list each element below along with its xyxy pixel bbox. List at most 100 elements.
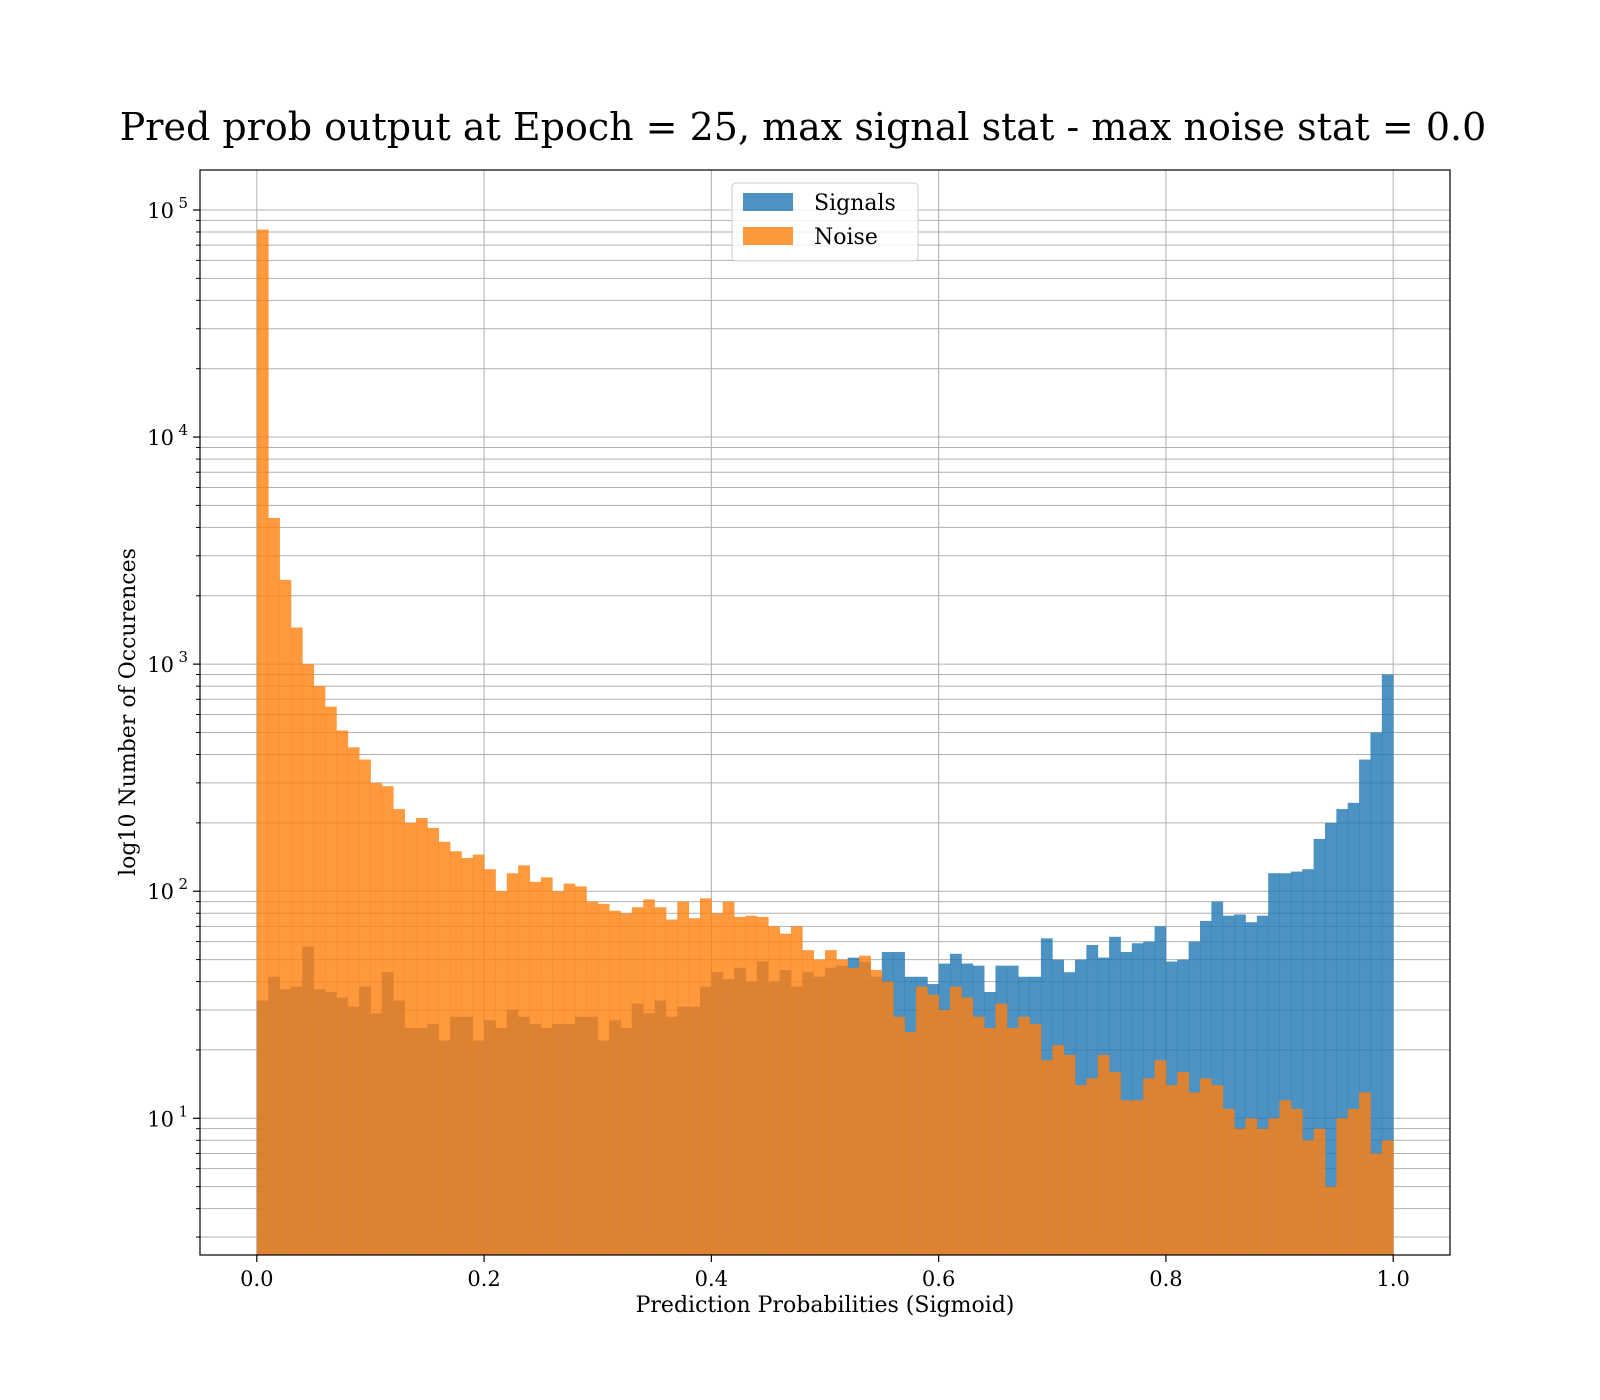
legend-swatch-signals bbox=[743, 193, 793, 211]
signals-bar bbox=[1359, 759, 1371, 1255]
noise-bar bbox=[961, 997, 974, 1255]
noise-bar bbox=[836, 959, 849, 1255]
noise-bar bbox=[734, 916, 746, 1255]
noise-bar bbox=[1245, 1118, 1258, 1255]
noise-bar bbox=[870, 969, 883, 1255]
noise-bar bbox=[1063, 1054, 1076, 1255]
noise-bar bbox=[450, 851, 462, 1255]
noise-bar bbox=[654, 907, 667, 1255]
noise-bar bbox=[472, 854, 485, 1255]
noise-bar bbox=[1302, 1140, 1315, 1255]
signals-bar bbox=[1211, 901, 1224, 1255]
noise-bar bbox=[1256, 1128, 1269, 1255]
noise-bar bbox=[563, 883, 576, 1255]
noise-bar bbox=[609, 910, 621, 1255]
signals-bar bbox=[1325, 822, 1337, 1255]
noise-bar bbox=[813, 959, 826, 1255]
signals-bar bbox=[1302, 869, 1315, 1255]
noise-bar bbox=[1131, 1100, 1144, 1255]
signals-bar bbox=[1268, 873, 1280, 1255]
noise-bar bbox=[1336, 1118, 1349, 1255]
noise-bar bbox=[1211, 1085, 1224, 1255]
noise-bar bbox=[290, 627, 303, 1255]
chart-title: Pred prob output at Epoch = 25, max sign… bbox=[120, 105, 1487, 149]
noise-bar bbox=[336, 730, 349, 1255]
noise-bar bbox=[1154, 1060, 1167, 1255]
noise-bar bbox=[347, 747, 360, 1255]
noise-bar bbox=[1029, 1024, 1042, 1255]
noise-bar bbox=[256, 229, 269, 1255]
noise-bar bbox=[847, 967, 860, 1255]
noise-bar bbox=[790, 926, 803, 1255]
noise-bar bbox=[1313, 1128, 1326, 1255]
y-tick-label: 10 bbox=[147, 426, 174, 450]
noise-bar bbox=[1086, 1078, 1099, 1255]
y-tick-label: 10 bbox=[147, 653, 174, 677]
noise-bar bbox=[540, 877, 553, 1255]
x-tick-label: 0.6 bbox=[922, 1267, 955, 1291]
noise-bar bbox=[904, 1031, 917, 1255]
noise-bar bbox=[859, 955, 871, 1255]
noise-bar bbox=[972, 1016, 985, 1255]
noise-bar bbox=[529, 881, 542, 1255]
noise-bar bbox=[518, 865, 530, 1255]
x-tick-label: 0.0 bbox=[240, 1267, 273, 1291]
plot-frame bbox=[199, 169, 1451, 1256]
noise-bar bbox=[1381, 1140, 1394, 1255]
signals-bar bbox=[1347, 802, 1360, 1255]
noise-bar bbox=[950, 986, 962, 1255]
noise-bar bbox=[1347, 1108, 1360, 1255]
noise-bar bbox=[825, 950, 837, 1255]
noise-bar bbox=[279, 579, 292, 1255]
noise-bar bbox=[881, 981, 894, 1255]
noise-bar bbox=[688, 918, 701, 1255]
noise-bar bbox=[779, 933, 792, 1255]
noise-bar bbox=[302, 664, 315, 1255]
noise-bar bbox=[1006, 1027, 1019, 1255]
noise-bar bbox=[1234, 1128, 1246, 1255]
noise-bar bbox=[1165, 1085, 1178, 1255]
noise-bar bbox=[438, 841, 451, 1255]
noise-bar bbox=[370, 782, 383, 1255]
signals-bar bbox=[1222, 915, 1235, 1255]
y-tick-exponent: 3 bbox=[178, 648, 188, 666]
x-tick-label: 0.4 bbox=[695, 1267, 728, 1291]
noise-bar bbox=[802, 950, 815, 1255]
x-tick-label: 0.8 bbox=[1149, 1267, 1182, 1291]
x-tick-label: 0.2 bbox=[467, 1267, 500, 1291]
noise-bar bbox=[1075, 1085, 1087, 1255]
noise-bar bbox=[1143, 1078, 1155, 1255]
y-tick-label: 10 bbox=[147, 880, 174, 904]
noise-bar bbox=[643, 899, 655, 1255]
noise-bar bbox=[1279, 1100, 1292, 1255]
noise-bar bbox=[404, 822, 417, 1255]
noise-bar bbox=[575, 886, 587, 1255]
signals-bar bbox=[1234, 914, 1246, 1255]
noise-bar bbox=[711, 913, 724, 1255]
noise-bar bbox=[586, 901, 599, 1255]
noise-bar bbox=[677, 901, 690, 1255]
noise-bar bbox=[1200, 1078, 1212, 1255]
noise-bar bbox=[631, 907, 644, 1255]
noise-bar bbox=[995, 1003, 1008, 1255]
legend-label-signals: Signals bbox=[814, 191, 896, 216]
noise-bar bbox=[927, 994, 940, 1255]
noise-bar bbox=[984, 1027, 996, 1255]
noise-bar bbox=[461, 858, 474, 1255]
y-tick-label: 10 bbox=[147, 1107, 174, 1131]
y-tick-exponent: 1 bbox=[178, 1102, 188, 1120]
noise-bar bbox=[893, 1016, 905, 1255]
noise-bar bbox=[1040, 1060, 1053, 1255]
y-tick-exponent: 5 bbox=[178, 194, 188, 212]
x-axis-ticks: 0.0 0.2 0.4 0.6 0.8 1.0 bbox=[240, 1255, 1410, 1291]
signals-bar bbox=[1381, 674, 1394, 1255]
signals-bar bbox=[1370, 732, 1383, 1255]
noise-bar bbox=[1222, 1108, 1235, 1255]
noise-bar bbox=[313, 686, 326, 1255]
x-tick-label: 1.0 bbox=[1376, 1267, 1409, 1291]
y-tick-label: 10 bbox=[147, 199, 174, 223]
legend: Signals Noise bbox=[731, 182, 919, 262]
noise-bar bbox=[1052, 1045, 1065, 1255]
